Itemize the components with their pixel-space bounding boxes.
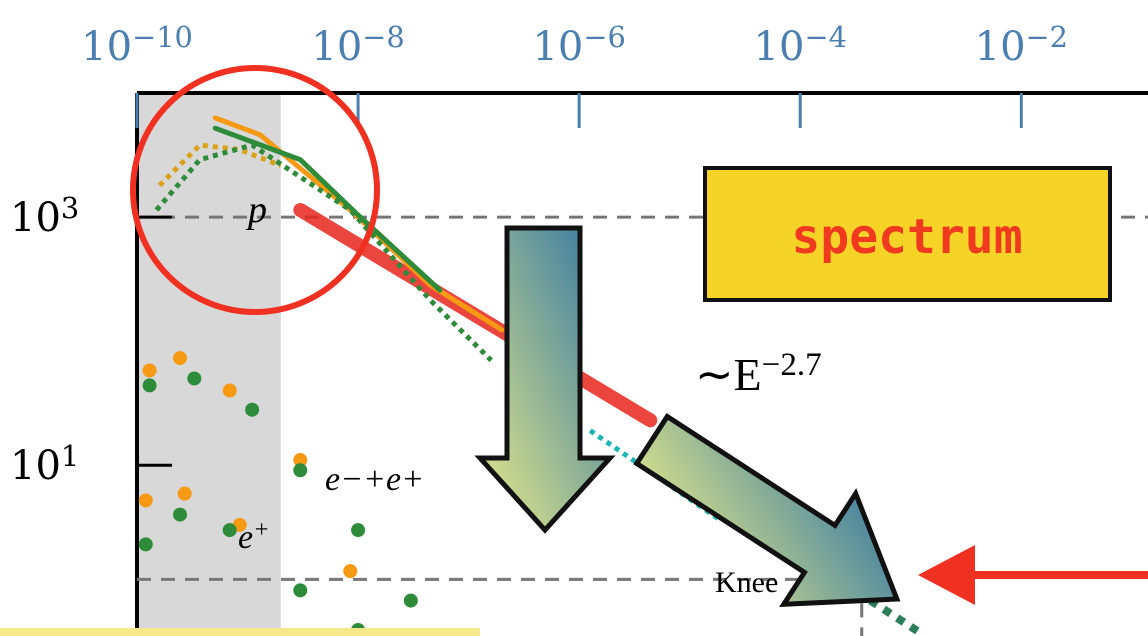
x-tick-label: 10−10: [81, 20, 193, 70]
box-text: spectrum: [791, 209, 1022, 265]
annotation-p: p: [245, 189, 267, 231]
bottom-strip: [0, 628, 480, 636]
data-point: [139, 537, 153, 551]
data-point: [351, 523, 365, 537]
data-point: [143, 378, 157, 392]
data-point: [139, 493, 153, 507]
data-point: [187, 371, 201, 385]
data-point: [293, 583, 307, 597]
x-tick-label: 10−6: [532, 20, 625, 70]
shaded-region: [137, 93, 281, 636]
chart: spectrum p e−+e+ e+ ∼E−2.7 Knee 10−1010−…: [0, 0, 1148, 636]
data-point: [293, 463, 307, 477]
data-point: [223, 523, 237, 537]
annotation-knee: Knee: [715, 566, 778, 599]
y-tick-label: 103: [10, 191, 79, 241]
y-tick-label: 101: [10, 439, 79, 489]
data-point: [178, 487, 192, 501]
x-tick-label: 10−8: [311, 20, 404, 70]
annotation-electrons: e−+e+: [325, 461, 424, 498]
red-arrow-head: [918, 545, 975, 605]
data-point: [245, 403, 259, 417]
data-point: [173, 351, 187, 365]
x-tick-label: 10−2: [975, 20, 1068, 70]
x-tick-label: 10−4: [754, 20, 847, 70]
data-point: [223, 383, 237, 397]
data-point: [343, 564, 357, 578]
data-point: [404, 594, 418, 608]
data-point: [143, 363, 157, 377]
annotation-slope: ∼E−2.7: [695, 346, 822, 400]
data-point: [173, 508, 187, 522]
data-line: [870, 601, 919, 633]
